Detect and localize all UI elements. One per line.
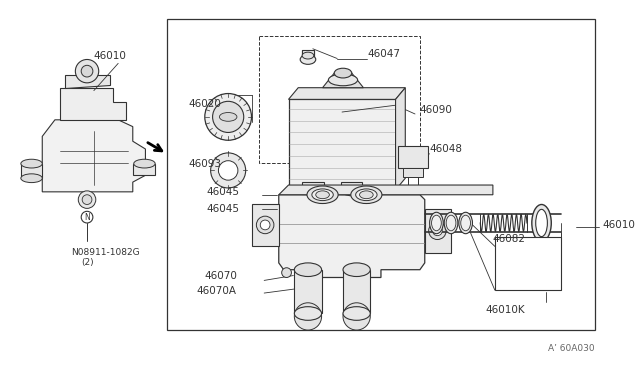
Text: N: N <box>84 213 90 222</box>
Ellipse shape <box>532 205 551 241</box>
Circle shape <box>257 216 274 234</box>
Polygon shape <box>279 195 425 278</box>
Ellipse shape <box>446 215 456 231</box>
Ellipse shape <box>294 307 321 320</box>
Bar <box>289 99 396 190</box>
Ellipse shape <box>328 74 358 86</box>
Bar <box>167 19 595 330</box>
Text: 46010K: 46010K <box>486 305 525 315</box>
Polygon shape <box>279 185 493 195</box>
Circle shape <box>211 153 246 188</box>
Ellipse shape <box>343 307 371 320</box>
Circle shape <box>282 268 291 278</box>
Ellipse shape <box>316 191 330 199</box>
Bar <box>259 36 420 163</box>
Polygon shape <box>253 205 279 246</box>
Text: 46070A: 46070A <box>197 286 237 296</box>
Circle shape <box>433 226 442 235</box>
Polygon shape <box>323 73 364 88</box>
Ellipse shape <box>341 184 362 196</box>
Text: 46093: 46093 <box>188 158 221 169</box>
Circle shape <box>218 161 238 180</box>
Bar <box>403 167 423 177</box>
Ellipse shape <box>302 52 314 59</box>
Circle shape <box>260 220 270 230</box>
Polygon shape <box>65 75 110 88</box>
Bar <box>302 50 314 61</box>
Ellipse shape <box>312 189 333 201</box>
Polygon shape <box>42 120 145 192</box>
Text: 46047: 46047 <box>367 49 401 59</box>
Bar <box>294 270 321 314</box>
Ellipse shape <box>356 189 377 201</box>
Ellipse shape <box>429 212 444 234</box>
Text: 46090: 46090 <box>420 105 452 115</box>
Text: 46010: 46010 <box>94 51 127 61</box>
Circle shape <box>429 222 446 240</box>
Circle shape <box>82 195 92 205</box>
Ellipse shape <box>307 186 338 203</box>
Circle shape <box>81 65 93 77</box>
Circle shape <box>294 303 321 330</box>
Bar <box>341 182 362 194</box>
Polygon shape <box>396 88 405 190</box>
Text: 46020: 46020 <box>188 99 221 109</box>
Ellipse shape <box>431 215 442 231</box>
Bar <box>343 270 371 314</box>
Circle shape <box>78 191 96 208</box>
Text: 46010: 46010 <box>603 220 636 230</box>
Bar <box>399 146 428 167</box>
Text: 46048: 46048 <box>429 144 463 154</box>
Polygon shape <box>21 164 42 178</box>
Ellipse shape <box>343 263 371 276</box>
Polygon shape <box>132 164 155 175</box>
Ellipse shape <box>294 263 321 276</box>
Ellipse shape <box>21 159 42 168</box>
Polygon shape <box>289 88 405 99</box>
Bar <box>302 182 324 194</box>
Ellipse shape <box>302 184 324 196</box>
Ellipse shape <box>21 174 42 183</box>
Ellipse shape <box>459 212 472 234</box>
Circle shape <box>81 211 93 223</box>
Ellipse shape <box>351 186 382 203</box>
Text: 46070: 46070 <box>204 270 237 280</box>
Circle shape <box>212 101 244 132</box>
Text: A’ 60A030: A’ 60A030 <box>548 344 595 353</box>
Text: 46082: 46082 <box>493 234 526 244</box>
Ellipse shape <box>536 209 547 237</box>
Ellipse shape <box>444 212 458 234</box>
Circle shape <box>343 303 371 330</box>
Ellipse shape <box>300 55 316 64</box>
Ellipse shape <box>360 191 373 199</box>
Text: 46045: 46045 <box>207 187 240 197</box>
Text: N08911-1082G: N08911-1082G <box>72 248 140 257</box>
Polygon shape <box>60 88 126 120</box>
Circle shape <box>205 93 252 140</box>
Polygon shape <box>425 209 451 253</box>
Bar <box>495 237 561 290</box>
Ellipse shape <box>461 215 470 231</box>
Ellipse shape <box>134 159 155 168</box>
Ellipse shape <box>334 68 352 78</box>
Text: (2): (2) <box>81 258 94 267</box>
Text: 46045: 46045 <box>207 204 240 214</box>
Circle shape <box>76 60 99 83</box>
Ellipse shape <box>220 112 237 121</box>
